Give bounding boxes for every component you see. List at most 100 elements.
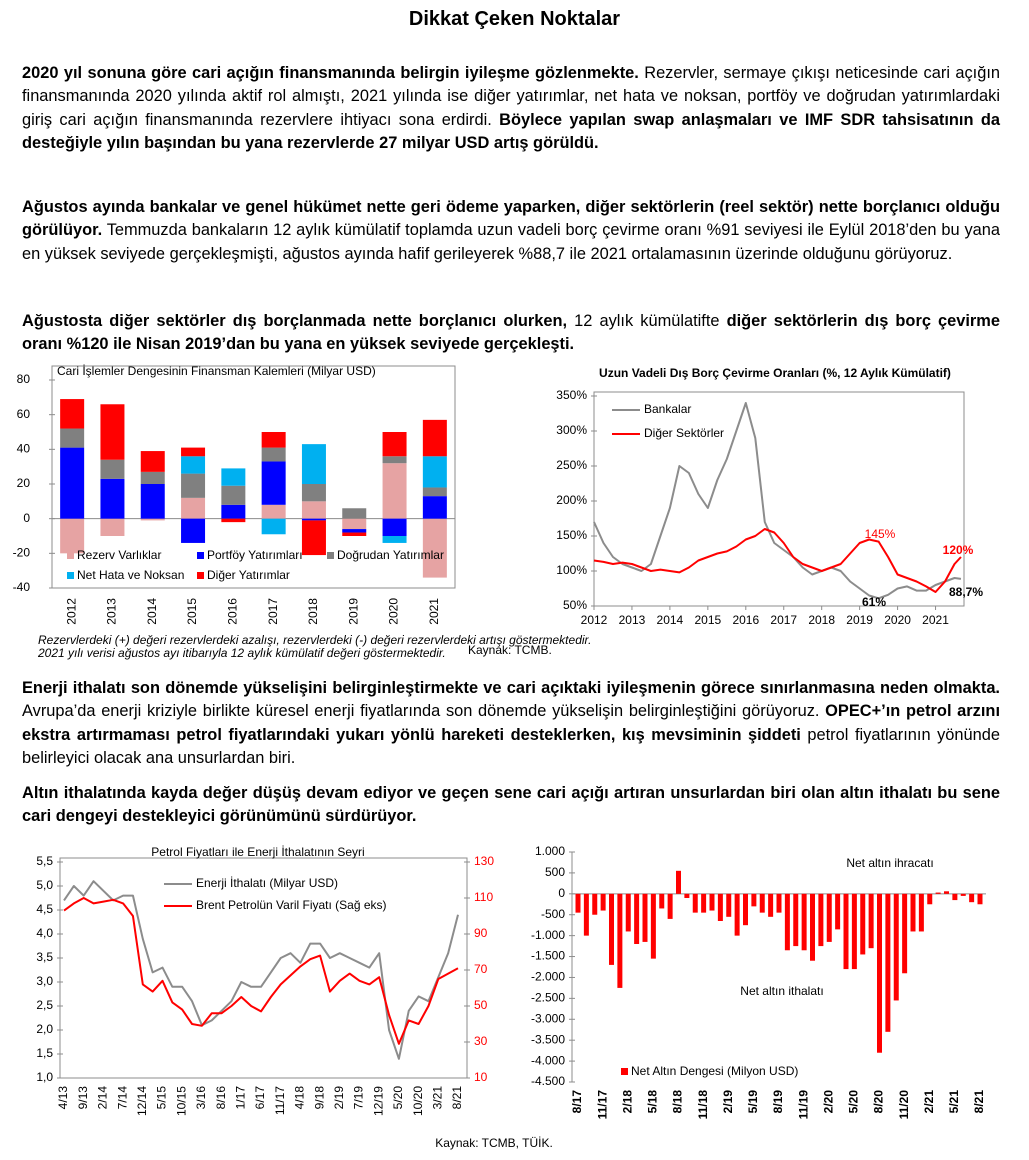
bar-segment — [301, 520, 326, 556]
y-tick-label: 20 — [17, 476, 31, 490]
bar-segment — [382, 463, 407, 519]
x-tick-label: 5/15 — [155, 1086, 169, 1110]
bar — [609, 893, 614, 965]
x-tick-label: 2019 — [346, 598, 360, 625]
y-tick-label: -1.500 — [531, 949, 565, 963]
bar — [743, 893, 748, 926]
x-tick-label: 6/17 — [253, 1086, 267, 1110]
bar — [784, 893, 790, 951]
x-tick-label: 2020 — [884, 613, 911, 627]
annotation: 88,7% — [949, 585, 983, 599]
y2-tick-label: 70 — [474, 962, 488, 976]
legend-label: Net Hata ve Noksan — [77, 568, 184, 582]
x-tick-label: 2/20 — [821, 1090, 835, 1114]
bar-segment — [140, 518, 165, 521]
bold-text: Böylece yapılan swap anlaşmaları ve IMF … — [22, 110, 1000, 153]
bar — [944, 891, 949, 894]
y-tick-label: 100% — [556, 563, 587, 577]
x-tick-label: 2017 — [266, 598, 280, 625]
bar-segment — [301, 518, 326, 521]
y-tick-label: 1,5 — [36, 1046, 53, 1060]
bold-text: Ağustos ayında bankalar ve genel hükümet… — [22, 198, 1000, 240]
bar-segment — [60, 447, 85, 519]
y-tick-label: 4,0 — [36, 926, 53, 940]
y2-tick-label: 50 — [474, 998, 488, 1012]
y-tick-label: 500 — [545, 865, 565, 879]
annotation: Net altın ithalatı — [740, 984, 823, 998]
bar — [583, 893, 589, 936]
bold-text: Altın ithalatında kayda değer düşüş deva… — [22, 784, 1000, 826]
y-tick-label: 4,5 — [36, 902, 53, 916]
bar — [592, 893, 598, 915]
bar — [634, 893, 640, 944]
bar-segment — [422, 487, 447, 497]
y-tick-label: 80 — [17, 372, 31, 386]
x-tick-label: 1/17 — [233, 1086, 247, 1110]
x-tick-label: 2014 — [145, 598, 159, 625]
paragraph: Ağustosta diğer sektörler dış borçlanmad… — [22, 310, 1000, 357]
bar-segment — [100, 404, 125, 460]
y-tick-label: -1.000 — [531, 928, 565, 942]
y-tick-label: 50% — [563, 598, 587, 612]
bar — [751, 893, 757, 907]
bar — [851, 893, 857, 970]
chart-title: Uzun Vadeli Dış Borç Çevirme Oranları (%… — [599, 366, 951, 380]
plot-frame — [51, 365, 456, 589]
bar-segment — [221, 504, 246, 519]
x-tick-label: 2/19 — [332, 1086, 346, 1110]
legend-swatch — [67, 572, 74, 579]
bar — [977, 893, 983, 905]
x-tick-label: 5/21 — [947, 1090, 961, 1114]
bar-segment — [60, 518, 85, 554]
bar — [918, 893, 924, 932]
x-tick-label: 11/19 — [796, 1090, 810, 1120]
y-tick-label: -4.500 — [531, 1074, 565, 1088]
x-tick-label: 2012 — [581, 613, 608, 627]
bar-segment — [342, 518, 367, 530]
x-tick-label: 12/19 — [371, 1086, 385, 1116]
bar — [759, 893, 765, 913]
bar-segment — [382, 432, 407, 457]
bar-segment — [301, 484, 326, 502]
text: Rezervler, sermaye çıkışı neticesinde ca… — [22, 64, 1000, 129]
x-tick-label: 11/17 — [273, 1086, 287, 1115]
bar — [642, 893, 648, 942]
legend-label: Diğer Sektörler — [644, 426, 724, 440]
bar — [768, 893, 774, 917]
y2-tick-label: 10 — [474, 1070, 488, 1084]
x-tick-label: 5/18 — [646, 1090, 660, 1114]
y-tick-label: -2.000 — [531, 970, 565, 984]
x-tick-label: 3/21 — [430, 1086, 444, 1110]
y2-tick-label: 110 — [474, 890, 493, 904]
y-tick-label: -4.000 — [531, 1053, 565, 1067]
bar-segment — [181, 473, 206, 498]
x-tick-label: 5/19 — [746, 1090, 760, 1114]
bar — [650, 893, 656, 959]
x-tick-label: 10/15 — [174, 1086, 188, 1116]
bar-segment — [422, 518, 447, 578]
bar-segment — [221, 468, 246, 486]
bar — [717, 893, 723, 921]
bar — [902, 893, 908, 974]
y2-tick-label: 30 — [474, 1034, 488, 1048]
y-tick-label: 5,5 — [36, 854, 53, 868]
bar-segment — [422, 456, 447, 488]
bar — [826, 893, 832, 942]
bar-segment — [261, 461, 286, 505]
legend-label: Rezerv Varlıklar — [77, 548, 161, 562]
bar-segment — [301, 501, 326, 519]
x-tick-label: 8/16 — [214, 1086, 228, 1110]
bar — [952, 893, 958, 901]
x-tick-label: 8/17 — [570, 1090, 584, 1114]
x-tick-label: 2012 — [64, 598, 78, 625]
paragraph: Ağustos ayında bankalar ve genel hükümet… — [22, 196, 1000, 266]
x-tick-label: 5/20 — [847, 1090, 861, 1114]
y-tick-label: 1,0 — [36, 1070, 53, 1084]
bar-segment — [221, 485, 246, 505]
bar — [810, 893, 815, 961]
y-tick-label: -3.000 — [531, 1011, 565, 1025]
bar-segment — [342, 529, 367, 533]
plot-frame — [59, 857, 468, 1079]
